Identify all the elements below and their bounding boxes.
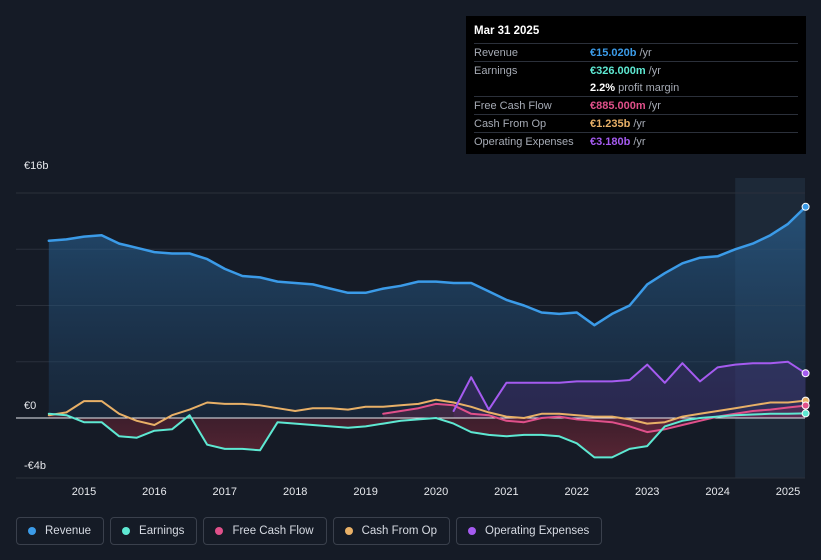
x-tick-label: 2021 <box>494 486 518 498</box>
tooltip-value: 2.2% <box>590 81 616 94</box>
tooltip-row-opex: Operating Expenses €3.180b /yr <box>474 132 798 150</box>
y-tick-zero: €0 <box>24 400 37 412</box>
tooltip-label: Free Cash Flow <box>474 99 552 112</box>
tooltip-unit: /yr <box>648 99 661 112</box>
earnings-area <box>48 413 806 458</box>
tooltip-value: €1.235b <box>590 117 631 130</box>
x-tick-label: 2024 <box>705 486 729 498</box>
earnings-line <box>47 412 807 459</box>
tooltip-row-revenue: Revenue €15.020b /yr <box>474 43 798 61</box>
tooltip-date: Mar 31 2025 <box>474 25 540 37</box>
tooltip-label: Earnings <box>474 64 518 77</box>
legend-item-cash-from-op[interactable]: Cash From Op <box>332 517 451 545</box>
legend-dot-icon <box>28 527 36 535</box>
tooltip-row-margin: 2.2% profit margin <box>474 79 798 96</box>
revenue-area <box>48 206 806 418</box>
cash-from-op-line <box>47 398 807 426</box>
tooltip-value: €326.000m <box>590 64 646 77</box>
revenue-end-point <box>801 202 810 211</box>
tooltip-unit: /yr <box>639 46 652 59</box>
opex-area <box>453 361 806 418</box>
legend-dot-icon <box>468 527 477 535</box>
y-tick-bottom: -€4b <box>24 460 47 472</box>
legend-label: Cash From Op <box>361 525 438 537</box>
revenue-line <box>47 205 807 327</box>
x-tick-label: 2015 <box>72 486 96 498</box>
tooltip-unit: /yr <box>633 117 646 130</box>
legend-item-free-cash-flow[interactable]: Free Cash Flow <box>203 517 327 545</box>
tooltip-value: €15.020b <box>590 46 637 59</box>
legend-label: Operating Expenses <box>485 525 590 537</box>
free-cash-flow-line <box>382 402 807 434</box>
x-tick-label: 2025 <box>776 486 800 498</box>
tooltip-unit: profit margin <box>618 81 680 94</box>
operating-expenses-line <box>452 360 807 412</box>
tooltip-label: Operating Expenses <box>474 135 574 148</box>
x-tick-label: 2018 <box>283 486 307 498</box>
tooltip-label: Revenue <box>474 46 519 59</box>
x-tick-label: 2017 <box>213 486 237 498</box>
legend-label: Earnings <box>139 525 185 537</box>
data-tooltip: Mar 31 2025 Revenue €15.020b /yr Earning… <box>466 16 806 154</box>
legend-item-revenue[interactable]: Revenue <box>16 517 105 545</box>
x-tick-label: 2022 <box>565 486 589 498</box>
tooltip-unit: /yr <box>633 135 646 148</box>
legend-label: Revenue <box>45 525 92 537</box>
y-tick-top: €16b <box>24 160 49 172</box>
tooltip-row-cfo: Cash From Op €1.235b /yr <box>474 114 798 132</box>
legend-item-operating-expenses[interactable]: Operating Expenses <box>456 517 603 545</box>
x-tick-label: 2023 <box>635 486 659 498</box>
tooltip-label: Cash From Op <box>474 117 547 130</box>
tooltip-unit: /yr <box>648 64 661 77</box>
legend-dot-icon <box>215 527 224 535</box>
x-tick-label: 2020 <box>424 486 448 498</box>
legend-dot-icon <box>122 527 131 535</box>
x-tick-label: 2019 <box>353 486 377 498</box>
chart-legend: Revenue Earnings Free Cash Flow Cash Fro… <box>16 517 608 545</box>
earnings-end-point <box>801 409 810 418</box>
x-tick-label: 2016 <box>142 486 166 498</box>
tooltip-row-fcf: Free Cash Flow €885.000m /yr <box>474 96 798 114</box>
free-cash-flow-end-point <box>801 401 810 410</box>
operating-expenses-end-point <box>801 369 810 378</box>
legend-dot-icon <box>344 527 353 535</box>
legend-label: Free Cash Flow <box>232 525 314 537</box>
legend-item-earnings[interactable]: Earnings <box>110 517 198 545</box>
tooltip-value: €885.000m <box>590 99 646 112</box>
tooltip-row-earnings: Earnings €326.000m /yr <box>474 61 798 79</box>
tooltip-value: €3.180b <box>590 135 631 148</box>
